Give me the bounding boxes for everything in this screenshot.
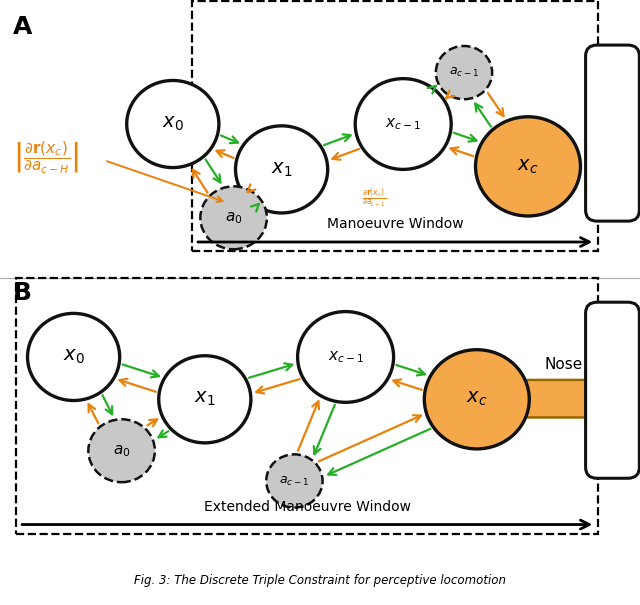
Text: Manoeuvre Window: Manoeuvre Window (327, 217, 463, 231)
Text: B: B (13, 281, 32, 306)
Text: $\left|\dfrac{\partial\mathbf{r}(x_c)}{\partial a_{c-H}}\right|$: $\left|\dfrac{\partial\mathbf{r}(x_c)}{\… (13, 139, 78, 175)
Ellipse shape (127, 80, 219, 168)
Ellipse shape (28, 313, 120, 401)
Text: $a_0$: $a_0$ (225, 210, 243, 226)
Ellipse shape (298, 312, 394, 402)
FancyBboxPatch shape (586, 45, 639, 221)
Ellipse shape (159, 356, 251, 443)
Text: Nose: Nose (544, 357, 582, 372)
Text: Extended Manoeuvre Window: Extended Manoeuvre Window (204, 500, 411, 514)
Text: $x_0$: $x_0$ (162, 115, 184, 133)
Text: A: A (13, 15, 32, 39)
Bar (16, 278, 598, 534)
FancyBboxPatch shape (525, 380, 625, 417)
Ellipse shape (476, 117, 580, 216)
Text: $x_1$: $x_1$ (271, 160, 292, 178)
Text: $x_1$: $x_1$ (194, 390, 216, 408)
Ellipse shape (266, 454, 323, 508)
Text: $x_{c-1}$: $x_{c-1}$ (328, 349, 364, 365)
Text: Fig. 3: The Discrete Triple Constraint for perceptive locomotion: Fig. 3: The Discrete Triple Constraint f… (134, 574, 506, 587)
Text: $\frac{\partial\mathbf{r}(x_c)}{\partial a_{c-1}}$: $\frac{\partial\mathbf{r}(x_c)}{\partial… (362, 187, 386, 210)
Ellipse shape (88, 419, 155, 482)
Text: $x_0$: $x_0$ (63, 348, 84, 366)
Ellipse shape (236, 126, 328, 213)
Ellipse shape (355, 79, 451, 169)
Text: $x_{c-1}$: $x_{c-1}$ (385, 116, 421, 132)
FancyBboxPatch shape (586, 302, 639, 478)
Text: $a_{c-1}$: $a_{c-1}$ (280, 474, 309, 488)
Bar (192, 1, 598, 251)
Ellipse shape (436, 46, 492, 99)
Text: $a_{c-1}$: $a_{c-1}$ (449, 66, 479, 79)
Text: $x_c$: $x_c$ (517, 157, 539, 175)
Text: $x_c$: $x_c$ (466, 390, 488, 408)
Text: $a_0$: $a_0$ (113, 443, 131, 459)
Ellipse shape (424, 350, 529, 449)
Ellipse shape (200, 186, 267, 249)
